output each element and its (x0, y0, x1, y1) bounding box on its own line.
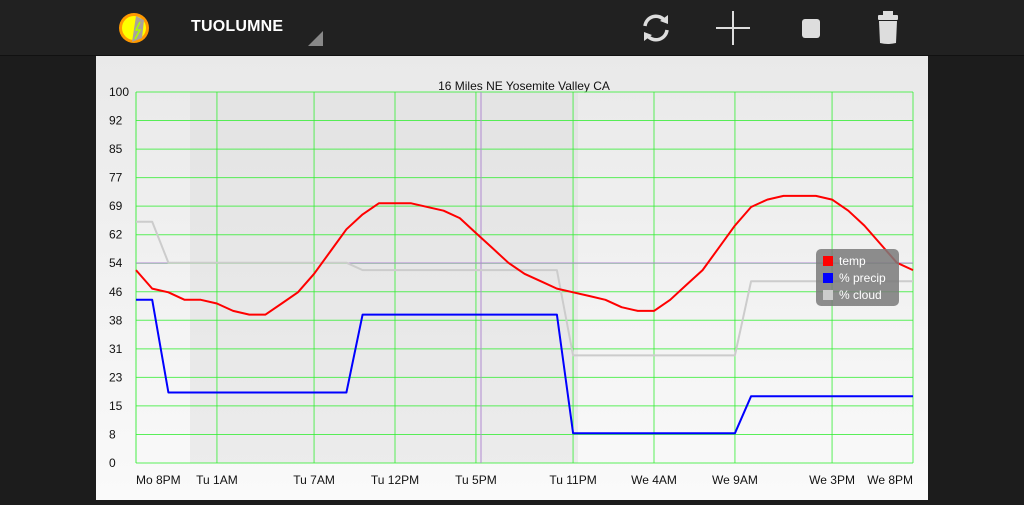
y-tick-label: 69 (109, 199, 123, 213)
y-tick-label: 77 (109, 171, 123, 185)
weather-chart: 16 Miles NE Yosemite Valley CA 100 92 85 77… (109, 79, 914, 487)
y-tick-label: 92 (109, 114, 123, 128)
y-tick-label: 85 (109, 142, 123, 156)
y-tick-label: 46 (109, 285, 123, 299)
legend-swatch (823, 273, 833, 283)
y-tick-label: 100 (109, 85, 129, 99)
x-tick-label: We 3PM (809, 473, 855, 487)
x-tick-label: Tu 7AM (293, 473, 335, 487)
legend-label: temp (839, 254, 866, 268)
x-tick-label: Tu 12PM (371, 473, 419, 487)
y-tick-label: 62 (109, 228, 123, 242)
x-tick-label: Tu 5PM (455, 473, 497, 487)
x-tick-label: We 8PM (867, 473, 913, 487)
location-title[interactable]: TUOLUMNE (191, 18, 284, 35)
y-tick-label: 8 (109, 427, 116, 441)
action-bar: TUOLUMNE (0, 0, 1024, 56)
x-tick-label: Tu 1AM (196, 473, 238, 487)
trash-icon[interactable] (870, 10, 906, 46)
spinner-dropdown-icon[interactable] (308, 31, 323, 46)
y-tick-label: 23 (109, 370, 123, 384)
y-tick-label: 38 (109, 313, 123, 327)
legend: temp % precip % cloud (816, 249, 899, 306)
app-logo-sun-icon[interactable] (114, 8, 154, 48)
legend-label: % cloud (839, 288, 882, 302)
series-line-cloud (136, 220, 913, 357)
legend-label: % precip (839, 271, 886, 285)
y-tick-label: 54 (109, 256, 123, 270)
series-line-precip (136, 298, 913, 435)
x-tick-label: We 9AM (712, 473, 758, 487)
chart-panel: 16 Miles NE Yosemite Valley CA 100 92 85 77… (96, 56, 928, 500)
x-tick-label: Tu 11PM (549, 473, 596, 487)
legend-swatch (823, 256, 833, 266)
y-tick-label: 0 (109, 456, 116, 470)
x-tick-label: We 4AM (631, 473, 677, 487)
chart-title: 16 Miles NE Yosemite Valley CA (438, 79, 610, 93)
y-tick-label: 15 (109, 399, 123, 413)
shaded-band (190, 92, 578, 463)
x-tick-label: Mo 8PM (136, 473, 181, 487)
series-line-temp (135, 194, 914, 316)
stop-icon[interactable] (793, 10, 829, 46)
refresh-icon[interactable] (638, 10, 674, 46)
add-icon[interactable] (715, 10, 751, 46)
y-tick-label: 31 (109, 342, 123, 356)
legend-swatch (823, 290, 833, 300)
